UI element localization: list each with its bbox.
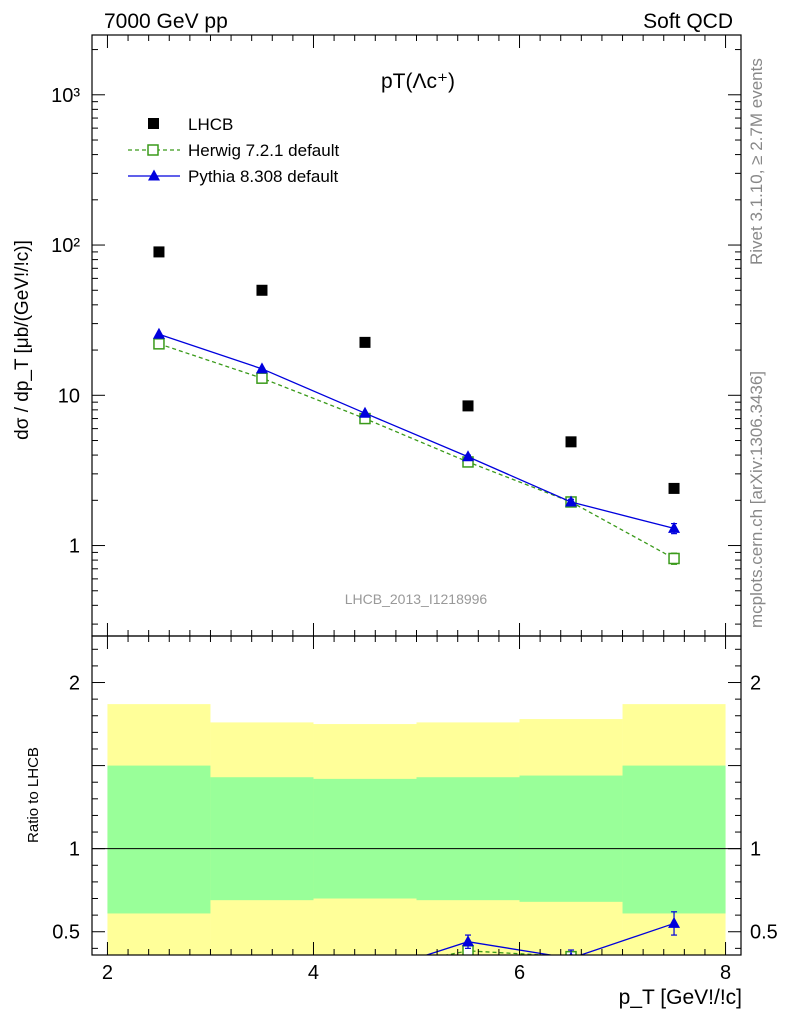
lhcb-point	[153, 246, 165, 258]
main-y-tick-label: 10	[58, 385, 80, 407]
legend-marker-herwig	[147, 144, 159, 156]
header-right: Soft QCD	[643, 10, 733, 33]
pythia-point	[255, 362, 268, 374]
rivet-info-label: Rivet 3.1.10, ≥ 2.7M events	[747, 58, 766, 265]
ratio-y-tick-label-right: 1	[750, 839, 761, 861]
ratio-herwig-point	[391, 960, 401, 970]
legend: LHCB Herwig 7.2.1 default Pythia 8.308 d…	[128, 115, 339, 186]
lhcb-point	[256, 284, 268, 296]
x-tick-label: 8	[720, 962, 731, 984]
ratio-band-inner	[416, 777, 520, 901]
main-y-tick-label: 10³	[51, 85, 80, 107]
legend-label-lhcb: LHCB	[188, 115, 233, 134]
pythia-point	[462, 450, 475, 462]
ratio-pythia-point	[390, 958, 402, 969]
ratio-y-tick-label-left: 1	[69, 839, 80, 861]
analysis-watermark: LHCB_2013_I1218996	[345, 591, 488, 607]
legend-label-herwig: Herwig 7.2.1 default	[188, 141, 339, 160]
herwig-point	[256, 372, 268, 384]
ratio-y-axis-label: Ratio to LHCB	[25, 747, 42, 843]
pythia-point	[152, 327, 165, 339]
legend-entry-pythia: Pythia 8.308 default	[128, 167, 339, 186]
x-tick-label: 6	[514, 962, 525, 984]
legend-entry-herwig: Herwig 7.2.1 default	[128, 141, 339, 160]
herwig-line	[158, 343, 675, 560]
ratio-band-inner	[519, 775, 623, 902]
main-title: pT(Λc⁺)	[381, 70, 455, 93]
lhcb-point	[565, 436, 577, 448]
ratio-uncertainty-bands	[92, 704, 741, 955]
ratio-y-tick-label-left: 2	[69, 673, 80, 695]
main-y-tick-label: 1	[69, 536, 80, 558]
ratio-y-tick-label-right: 0.5	[750, 922, 778, 944]
ratio-band-inner	[622, 765, 726, 914]
header-left: 7000 GeV pp	[104, 10, 228, 33]
ratio-y-tick-label-left: 0.5	[52, 922, 80, 944]
mcplots-info-label: mcplots.cern.ch [arXiv:1306.3436]	[747, 371, 766, 628]
axes-layer: 2 4 6 8 1 10 10² 10³ 0.5 0.5 1 1 2 2	[51, 34, 778, 984]
pythia-point	[668, 521, 681, 533]
pythia-point	[358, 406, 371, 418]
main-y-tick-label: 10²	[51, 235, 80, 257]
pythia-point	[565, 495, 578, 507]
ratio-pythia-point	[569, 951, 573, 955]
ratio-pythia-point	[668, 916, 681, 928]
legend-marker-pythia	[148, 169, 160, 181]
herwig-point	[668, 552, 680, 565]
x-axis-label: p_T [GeV!/!c]	[619, 986, 742, 1009]
legend-label-pythia: Pythia 8.308 default	[188, 167, 339, 186]
x-tick-label: 2	[102, 962, 113, 984]
ratio-band-inner	[313, 778, 417, 899]
legend-marker-lhcb	[148, 118, 159, 129]
ratio-pythia-point	[462, 935, 475, 947]
legend-entry-lhcb: LHCB	[148, 115, 233, 134]
ratio-band-inner	[210, 777, 314, 901]
x-tick-label: 4	[308, 962, 319, 984]
lhcb-point	[462, 400, 474, 412]
herwig-point	[153, 338, 165, 350]
pythia-line	[158, 333, 675, 530]
ratio-y-tick-label-right: 2	[750, 673, 761, 695]
main-y-axis-label: dσ / dp_T [μb/(GeV!/!c)]	[12, 240, 33, 440]
lhcb-point	[668, 482, 680, 494]
lhcb-point	[359, 336, 371, 348]
ratio-band-inner	[107, 765, 211, 914]
main-series-layer	[152, 246, 681, 565]
